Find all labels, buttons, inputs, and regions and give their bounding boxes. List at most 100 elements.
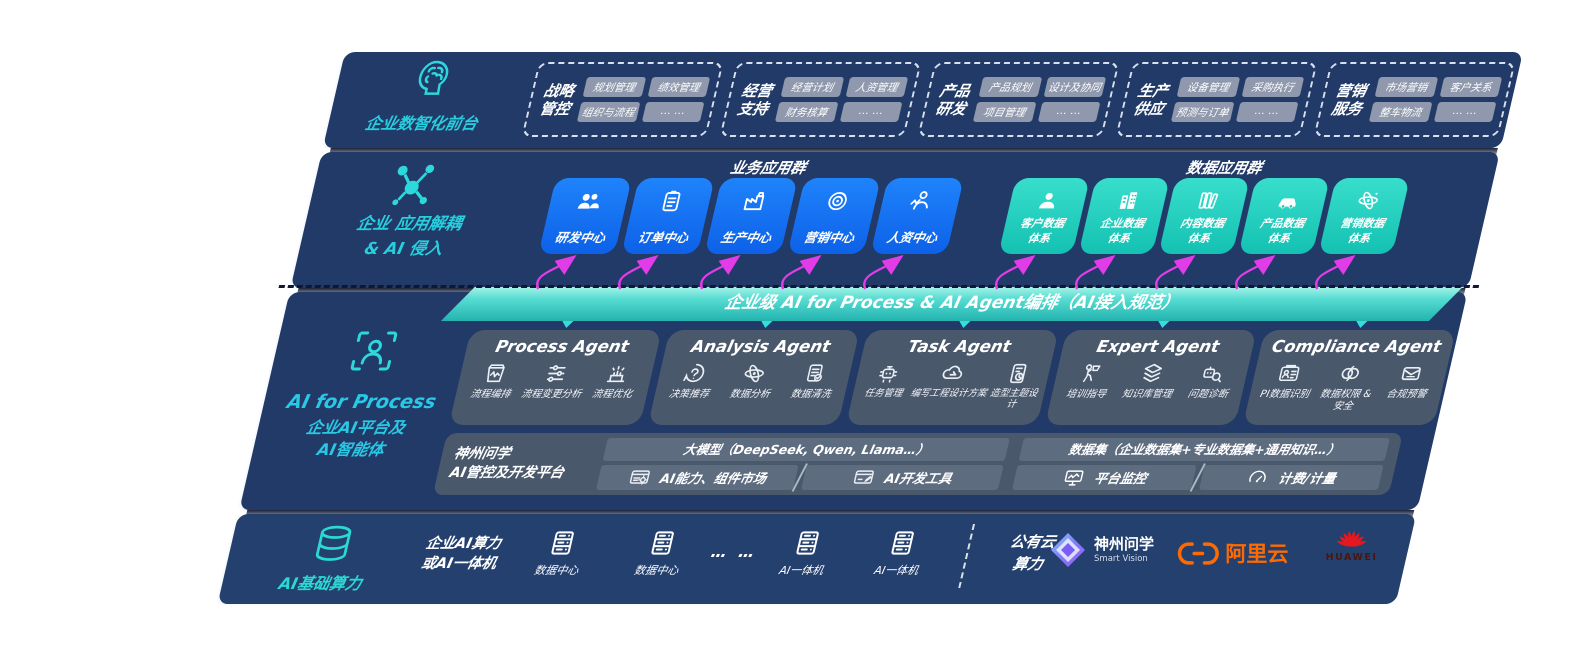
person-scan-icon [350,331,397,371]
data-clean-icon [806,364,826,382]
module-chip: 绩效管理 [647,77,711,97]
diagnosis-icon [1202,366,1225,383]
card-production-center: 生产中心 [704,178,798,254]
module-chip: 设备管理 [1176,77,1240,97]
monitor-icon [1063,469,1084,486]
dashed-divider [958,524,976,588]
agent-title: Process Agent [493,337,631,356]
front-office-groups: 战略 管控 规划管理 绩效管理 组织与流程 … … 经营 支持 经营计划 人资管… [521,62,1516,137]
ai-for-process-label: AI for Process [285,391,439,413]
module-chip: 规划管理 [582,77,646,97]
agent-item-label: 合规预警 [1385,389,1428,400]
smartvision-logo: 神州问学 Smart Vision [1050,532,1154,568]
car-icon [1277,198,1297,209]
alert-icon [1401,366,1422,381]
target-icon [826,192,849,211]
agent-item-label: 流程优化 [590,389,634,400]
architecture-diagram: 企业数智化前台 战略 管控 规划管理 绩效管理 组织与流程 … … 经营 支持 … [217,52,1523,604]
group-title: 营销 服务 [1329,81,1369,118]
card-label: 产品数据 体系 [1258,217,1306,245]
card-label: 营销数据 体系 [1338,217,1386,245]
agent-item-label: 流程编排 [469,389,512,400]
module-chip: 项目管理 [972,102,1036,122]
vendor-name: 阿里云 [1225,542,1289,566]
card-label: 企业数据 体系 [1098,217,1146,245]
ai-appliance-node: AI一体机 [849,528,953,578]
group-title: 经营 支持 [735,81,775,118]
group-marketing: 营销 服务 市场营销 客户关系 整车物流 … … [1313,62,1516,137]
ai-platform-label: AI for Process 企业AI平台及 AI智能体 [250,327,476,462]
agent-item-label: 知识库管理 [1120,389,1174,400]
card-label: 人资中心 [885,230,939,245]
vendor-name: 神州问学 [1094,535,1155,554]
knowledge-base-icon [1141,363,1163,383]
diamond-gem-icon [1051,533,1086,567]
agent-item-label: 问题诊断 [1186,389,1230,400]
module-chip: 预测与订单 [1170,102,1234,122]
atom-icon [1355,190,1380,211]
agent-item-label: 决策推荐 [667,389,711,400]
agent-item-label: 编写工程设计方案 [909,388,988,399]
card-label: 营销中心 [802,230,856,245]
decision-icon [682,363,706,383]
module-chip: 财务核算 [774,102,838,122]
billing-chip: 计费/计量 [1199,465,1384,490]
chip-label: 计费/计量 [1276,472,1337,487]
capability-market-chip: AI能力、组件市场 [595,465,799,490]
huawei-flower-icon [1336,530,1367,547]
group-operation: 经营 支持 经营计划 人资管理 财务核算 … … [719,62,922,137]
ai-platform-sublabel: 企业AI平台及 AI智能体 [304,418,408,460]
vendor-name: HUAWEI [1325,552,1378,563]
card-customer-data: 客户数据 体系 [998,178,1090,254]
aliyun-logo: 阿里云 [1177,538,1288,568]
card-marketing-data: 营销数据 体系 [1318,178,1410,254]
data-analysis-icon [742,363,767,384]
compliance-agent-box: Compliance Agent PI数据识别 数据权限 & 安全 合规预警 [1243,330,1456,425]
change-analysis-icon [546,365,566,382]
huawei-logo: HUAWEI [1320,524,1384,563]
module-chip: 市场营销 [1374,77,1438,97]
brain-head-icon [398,57,456,107]
people-flow-icon [909,191,932,210]
agent-boxes: Process Agent 流程编排 流程变更分析 流程优化 Analysis … [448,330,1456,425]
module-chip: 人资管理 [845,77,909,97]
agent-item-label: 流程变更分析 [519,389,583,400]
workflow-icon [485,364,506,383]
chip-label: 平台监控 [1092,472,1148,487]
optimization-icon [606,365,628,383]
agent-item-label: 数据分析 [728,389,772,400]
agent-title: Expert Agent [1094,337,1222,356]
factory-icon [743,192,765,211]
books-icon [1197,192,1219,209]
card-label: 订单中心 [636,230,690,245]
ai-platform-band: 企业级 AI for Process & AI Agent编排（AI接入规范） … [239,285,1480,510]
aliyun-bracket-icon [1177,541,1219,565]
node-label: 数据中心 [532,564,580,577]
card-product-data: 产品数据 体系 [1238,178,1330,254]
server-icon [891,531,915,555]
server-icon [651,531,675,555]
window-gear-icon [628,469,650,485]
ai-appliance-node: AI一体机 [754,528,858,578]
module-chip: 整车物流 [1368,102,1432,122]
expert-agent-box: Expert Agent 培训指导 知识库管理 问题诊断 [1044,330,1258,425]
agent-item-label: 数据清洗 [789,389,832,400]
permission-icon [1340,365,1361,382]
agent-item-label: 造型主题设计 [988,388,1039,410]
ai-dev-platform-box: 神州问学 AI管控及开发平台 大模型（DeepSeek, Qwen, Llama… [432,433,1404,495]
dev-tools-chip: AI开发工具 [801,465,1004,490]
gauge-icon [1248,470,1268,483]
card-enterprise-data: 企业数据 体系 [1078,178,1170,254]
window-pencil-icon [853,469,875,484]
data-app-cards: 客户数据 体系 企业数据 体系 内容数据 体系 产品数据 体系 营销数据 体系 [998,178,1410,254]
front-office-band: 企业数智化前台 战略 管控 规划管理 绩效管理 组织与流程 … … 经营 支持 … [322,52,1523,148]
pi-data-icon [1278,364,1301,382]
agent-item-label: 数据权限 & 安全 [1318,389,1373,412]
agent-item-label: PI数据识别 [1258,389,1311,400]
business-app-cards: 研发中心 订单中心 生产中心 营销中心 人资中心 [538,178,964,254]
ai-orchestration-banner: 企业级 AI for Process & AI Agent编排（AI接入规范） [441,287,1463,321]
node-label: AI一体机 [777,564,825,577]
application-band: 企业 应用解耦 & AI 侵入 业务应用群 数据应用群 研发中心 订单中心 生产… [290,152,1500,288]
card-content-data: 内容数据 体系 [1158,178,1250,254]
molecule-icon [379,160,444,216]
